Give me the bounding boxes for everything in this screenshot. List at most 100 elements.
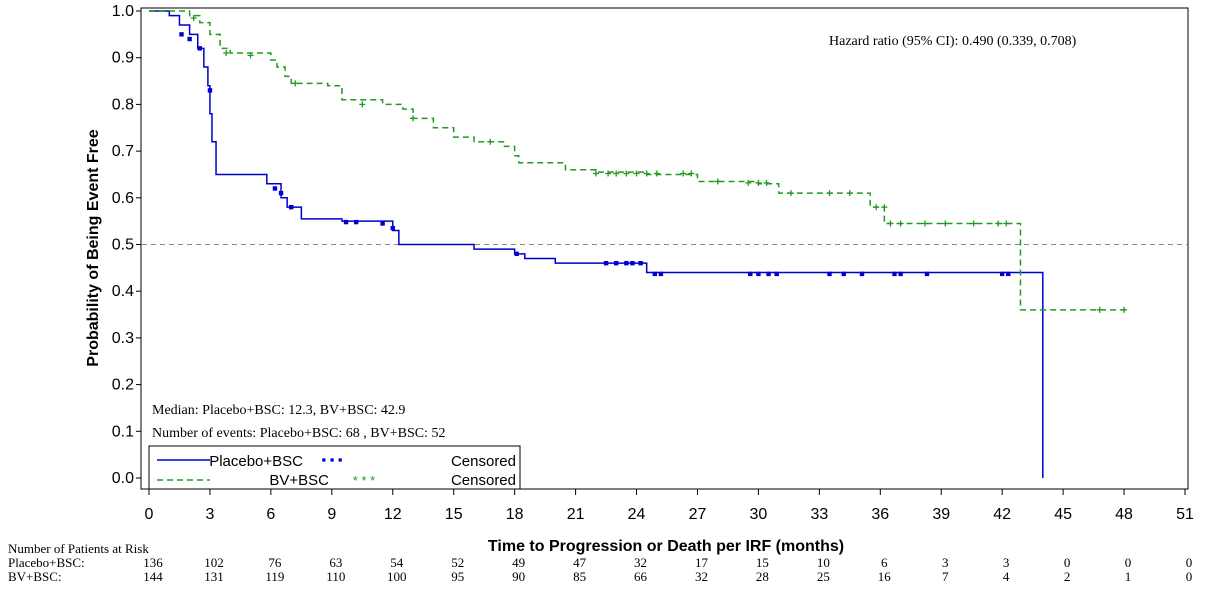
censor-mark-placebo (638, 260, 643, 266)
censor-mark-placebo (756, 271, 761, 277)
censor-mark-bv (613, 170, 620, 177)
censor-mark-bv (359, 101, 366, 108)
legend-label-placebo: Placebo+BSC (209, 453, 303, 470)
legend-censored-label-placebo: Censored (451, 453, 516, 470)
risk-value: 63 (329, 555, 342, 570)
censor-mark-bv (887, 220, 894, 227)
censor-mark-bv (247, 52, 254, 59)
censor-mark-bv (921, 220, 928, 227)
risk-value: 119 (265, 569, 284, 584)
y-tick-label: 0.9 (112, 50, 134, 67)
risk-value: 52 (451, 555, 464, 570)
censor-mark-placebo (652, 271, 658, 277)
censor-mark-placebo (514, 251, 519, 257)
censor-mark-bv (873, 204, 880, 211)
censor-mark-placebo (774, 271, 779, 277)
x-tick-label: 39 (932, 506, 950, 523)
risk-value: 85 (573, 569, 586, 584)
censor-mark-bv (787, 190, 794, 197)
risk-table-title: Number of Patients at Risk (8, 541, 149, 556)
risk-value: 2 (1064, 569, 1071, 584)
censor-mark-bv (714, 178, 721, 185)
censor-mark-placebo (999, 271, 1005, 277)
censor-mark-bv (643, 170, 650, 177)
risk-value: 4 (1003, 569, 1010, 584)
survival-curves (149, 10, 1129, 478)
x-tick-label: 27 (689, 506, 707, 523)
censor-mark-bv (623, 170, 630, 177)
x-tick-label: 3 (205, 506, 214, 523)
risk-row-label-bv: BV+BSC: (8, 569, 62, 584)
censor-mark-bv (680, 170, 687, 177)
risk-value: 110 (326, 569, 345, 584)
risk-value: 136 (143, 555, 163, 570)
risk-value: 54 (390, 555, 404, 570)
censor-mark-placebo (658, 271, 664, 277)
x-tick-label: 51 (1176, 506, 1194, 523)
risk-value: 100 (387, 569, 407, 584)
legend-censored-marks-placebo: ▪ ▪ ▪ (321, 452, 342, 467)
censor-mark-placebo (354, 219, 359, 225)
risk-value: 0 (1186, 555, 1193, 570)
risk-row-label-placebo: Placebo+BSC: (8, 555, 85, 570)
censor-mark-bv (223, 50, 230, 57)
risk-value: 3 (942, 555, 949, 570)
y-tick-label: 0.5 (112, 237, 134, 254)
censor-mark-placebo (841, 271, 846, 277)
legend: Placebo+BSC ▪ ▪ ▪ Censored BV+BSC * * * … (148, 445, 521, 490)
censor-mark-placebo (859, 271, 865, 277)
censor-mark-bv (897, 220, 904, 227)
risk-value: 32 (634, 555, 647, 570)
censor-mark-bv (942, 220, 949, 227)
censor-mark-bv (190, 15, 197, 22)
censor-mark-bv (826, 190, 833, 197)
x-tick-label: 21 (567, 506, 585, 523)
y-tick-label: 0.8 (112, 96, 134, 113)
x-tick-label: 48 (1115, 506, 1133, 523)
risk-table: Number of Patients at Risk Placebo+BSC: … (8, 541, 1192, 584)
censor-mark-placebo (272, 186, 278, 191)
risk-value: 16 (878, 569, 892, 584)
censor-mark-placebo (603, 260, 609, 266)
median-annotation: Median: Placebo+BSC: 12.3, BV+BSC: 42.9 (152, 403, 405, 418)
censor-mark-bv (410, 115, 417, 122)
censor-mark-placebo (288, 204, 294, 210)
legend-label-bv: BV+BSC (269, 472, 329, 489)
risk-value: 144 (143, 569, 163, 584)
censor-mark-placebo (380, 221, 385, 226)
y-tick-label: 0.7 (112, 143, 134, 160)
risk-value: 131 (204, 569, 224, 584)
risk-value: 3 (1003, 555, 1010, 570)
censor-mark-bv (653, 170, 660, 177)
y-tick-label: 0.0 (112, 470, 134, 487)
censor-mark-bv (1096, 306, 1103, 313)
censor-mark-placebo (630, 260, 635, 266)
events-annotation: Number of events: Placebo+BSC: 68 , BV+B… (152, 426, 445, 441)
censor-mark-bv (970, 220, 977, 227)
censor-mark-placebo (187, 36, 192, 42)
y-tick-label: 0.1 (112, 423, 134, 440)
risk-value: 25 (817, 569, 830, 584)
censor-mark-bv (1003, 220, 1010, 227)
risk-value: 66 (634, 569, 648, 584)
censor-mark-bv (688, 170, 695, 177)
censor-mark-placebo (766, 271, 771, 277)
risk-value: 1 (1125, 569, 1132, 584)
censor-mark-placebo (827, 271, 832, 277)
risk-value: 7 (942, 569, 949, 584)
x-tick-label: 15 (445, 506, 463, 523)
censor-mark-bv (763, 179, 770, 186)
risk-value: 10 (817, 555, 830, 570)
censor-mark-bv (592, 170, 599, 177)
risk-value: 95 (451, 569, 464, 584)
risk-value: 76 (268, 555, 282, 570)
x-tick-label: 0 (145, 506, 154, 523)
hazard-ratio-annotation: Hazard ratio (95% CI): 0.490 (0.339, 0.7… (829, 34, 1077, 49)
plot-frame (140, 7, 1189, 490)
censor-mark-bv (995, 220, 1002, 227)
x-tick-label: 18 (506, 506, 524, 523)
censor-mark-placebo (390, 225, 395, 231)
x-tick-label: 45 (1054, 506, 1072, 523)
